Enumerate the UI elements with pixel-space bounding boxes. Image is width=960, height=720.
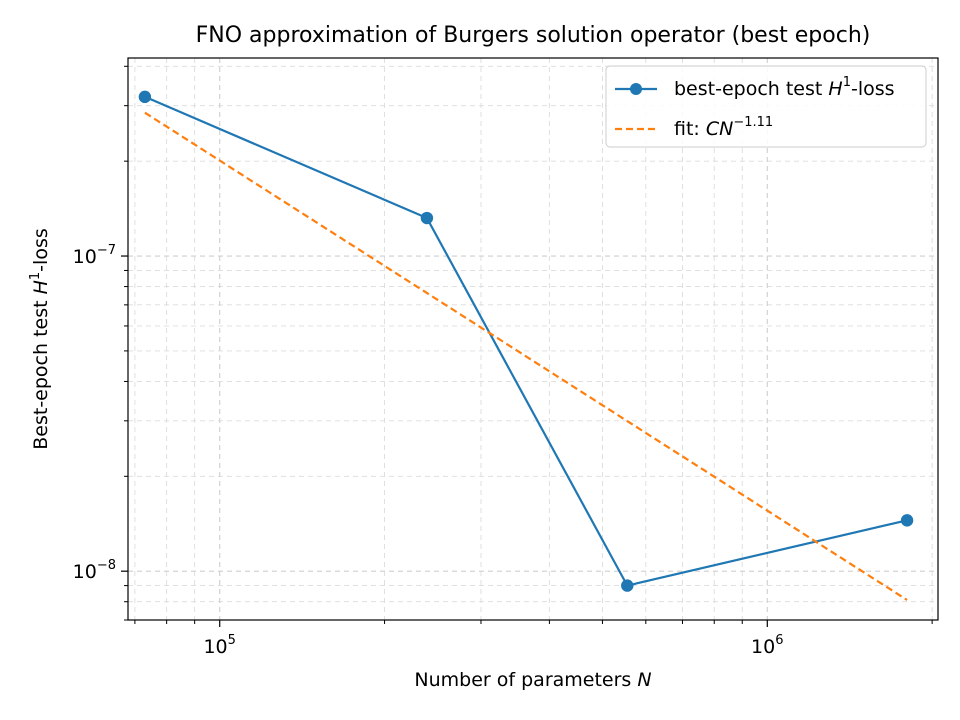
series-1-point (900, 514, 914, 527)
x-tick-label-base: 10 (203, 636, 227, 658)
legend-label-series-1: best-epoch test H1-loss (674, 75, 895, 100)
y-tick-label-exponent: −7 (97, 243, 116, 258)
y-tick-label: 10−8 (73, 558, 116, 583)
legend: best-epoch test H1-loss fit: CN−1.11 (605, 65, 927, 148)
legend-box (605, 65, 927, 148)
x-tick-label-exponent: 5 (228, 633, 236, 648)
plot-area (128, 58, 938, 620)
x-tick-labels: 105 106 (203, 633, 783, 658)
series-1-line (144, 95, 908, 587)
x-tick-label-base: 10 (751, 636, 775, 658)
x-tick-label: 105 (203, 633, 235, 658)
plot-frame (127, 57, 939, 621)
x-tick-label: 106 (751, 633, 783, 658)
axis-ticks (121, 65, 933, 627)
chart-title: FNO approximation of Burgers solution op… (196, 23, 871, 48)
y-tick-label-exponent: −8 (97, 558, 116, 573)
y-tick-label-base: 10 (73, 561, 97, 583)
series-1-point (621, 579, 634, 592)
x-tick-label-exponent: 6 (775, 633, 783, 648)
series-1-point (138, 90, 152, 104)
series-2-line (144, 111, 908, 601)
y-tick-labels: 10−810−7 (73, 243, 116, 583)
series-1-point (420, 211, 434, 225)
series-group (138, 90, 914, 601)
legend-marker-series-1 (630, 83, 642, 95)
x-axis-label: Number of parameters N (414, 669, 651, 691)
grid (128, 58, 938, 621)
y-axis-label: Best-epoch test H1-loss (28, 228, 52, 450)
y-tick-label-base: 10 (73, 246, 97, 268)
legend-label-series-2: fit: CN−1.11 (674, 115, 773, 140)
y-tick-label: 10−7 (73, 243, 116, 268)
